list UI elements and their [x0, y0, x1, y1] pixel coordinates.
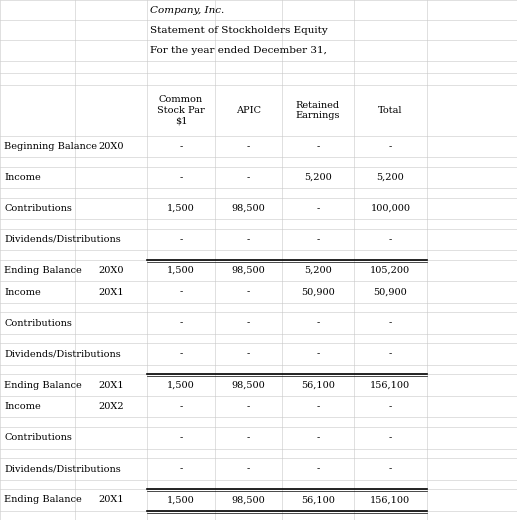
Text: 1,500: 1,500 [167, 204, 195, 213]
Text: -: - [179, 433, 183, 442]
Text: -: - [389, 349, 392, 359]
Text: -: - [316, 349, 320, 359]
Text: Contributions: Contributions [4, 319, 72, 328]
Text: -: - [389, 402, 392, 411]
Text: Income: Income [4, 402, 41, 411]
Text: 105,200: 105,200 [370, 266, 410, 275]
Text: APIC: APIC [236, 106, 261, 115]
Text: 5,200: 5,200 [376, 173, 404, 182]
Text: Ending Balance: Ending Balance [4, 495, 82, 504]
Text: -: - [179, 464, 183, 473]
Text: -: - [179, 402, 183, 411]
Text: -: - [316, 464, 320, 473]
Text: -: - [179, 235, 183, 244]
Text: -: - [179, 349, 183, 359]
Text: 98,500: 98,500 [231, 266, 265, 275]
Text: -: - [179, 173, 183, 182]
Text: Retained
Earnings: Retained Earnings [296, 100, 340, 120]
Text: 20X1: 20X1 [98, 288, 124, 296]
Text: -: - [389, 464, 392, 473]
Text: -: - [179, 319, 183, 328]
Text: -: - [316, 402, 320, 411]
Text: For the year ended December 31,: For the year ended December 31, [150, 46, 327, 55]
Text: Ending Balance: Ending Balance [4, 266, 82, 275]
Text: -: - [316, 142, 320, 151]
Text: Dividends/Distributions: Dividends/Distributions [4, 235, 121, 244]
Text: -: - [247, 319, 250, 328]
Text: Dividends/Distributions: Dividends/Distributions [4, 349, 121, 359]
Text: Statement of Stockholders Equity: Statement of Stockholders Equity [150, 26, 328, 35]
Text: 20X1: 20X1 [98, 495, 124, 504]
Text: -: - [247, 433, 250, 442]
Text: -: - [247, 464, 250, 473]
Text: -: - [316, 319, 320, 328]
Text: 100,000: 100,000 [370, 204, 410, 213]
Text: 98,500: 98,500 [231, 381, 265, 389]
Text: 56,100: 56,100 [301, 495, 335, 504]
Text: -: - [247, 402, 250, 411]
Text: 20X0: 20X0 [98, 142, 124, 151]
Text: Income: Income [4, 173, 41, 182]
Text: 5,200: 5,200 [304, 173, 332, 182]
Text: Income: Income [4, 288, 41, 296]
Text: Beginning Balance: Beginning Balance [4, 142, 97, 151]
Text: -: - [247, 349, 250, 359]
Text: 20X1: 20X1 [98, 381, 124, 389]
Text: 20X2: 20X2 [98, 402, 124, 411]
Text: -: - [389, 433, 392, 442]
Text: Common
Stock Par
$1: Common Stock Par $1 [157, 95, 205, 125]
Text: -: - [389, 319, 392, 328]
Text: 1,500: 1,500 [167, 266, 195, 275]
Text: -: - [389, 235, 392, 244]
Text: -: - [247, 173, 250, 182]
Text: -: - [247, 288, 250, 296]
Text: 98,500: 98,500 [231, 495, 265, 504]
Text: 56,100: 56,100 [301, 381, 335, 389]
Text: -: - [179, 288, 183, 296]
Text: 98,500: 98,500 [231, 204, 265, 213]
Text: -: - [389, 142, 392, 151]
Text: 1,500: 1,500 [167, 495, 195, 504]
Text: Company, Inc.: Company, Inc. [150, 6, 224, 15]
Text: -: - [316, 204, 320, 213]
Text: 20X0: 20X0 [98, 266, 124, 275]
Text: 5,200: 5,200 [304, 266, 332, 275]
Text: Dividends/Distributions: Dividends/Distributions [4, 464, 121, 473]
Text: -: - [247, 142, 250, 151]
Text: -: - [247, 235, 250, 244]
Text: Total: Total [378, 106, 403, 115]
Text: Contributions: Contributions [4, 433, 72, 442]
Text: 1,500: 1,500 [167, 381, 195, 389]
Text: 156,100: 156,100 [370, 381, 410, 389]
Text: Ending Balance: Ending Balance [4, 381, 82, 389]
Text: 50,900: 50,900 [373, 288, 407, 296]
Text: Contributions: Contributions [4, 204, 72, 213]
Text: 50,900: 50,900 [301, 288, 335, 296]
Text: -: - [179, 142, 183, 151]
Text: -: - [316, 235, 320, 244]
Text: 156,100: 156,100 [370, 495, 410, 504]
Text: -: - [316, 433, 320, 442]
